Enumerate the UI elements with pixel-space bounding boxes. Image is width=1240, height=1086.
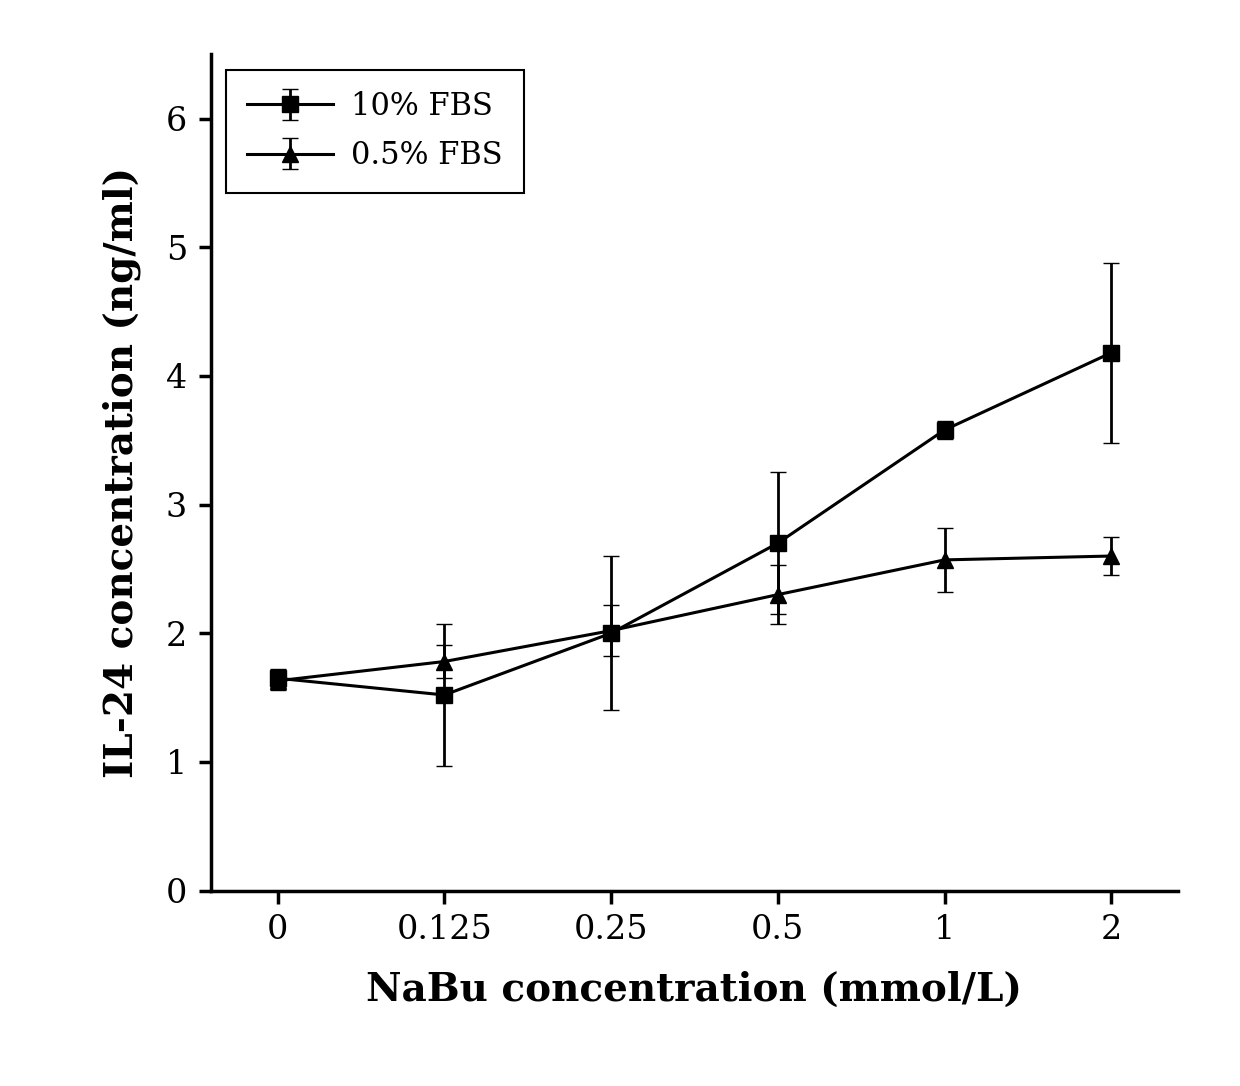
Y-axis label: IL-24 concentration (ng/ml): IL-24 concentration (ng/ml) <box>103 167 141 778</box>
Legend: 10% FBS, 0.5% FBS: 10% FBS, 0.5% FBS <box>226 70 525 192</box>
X-axis label: NaBu concentration (mmol/L): NaBu concentration (mmol/L) <box>366 971 1023 1009</box>
